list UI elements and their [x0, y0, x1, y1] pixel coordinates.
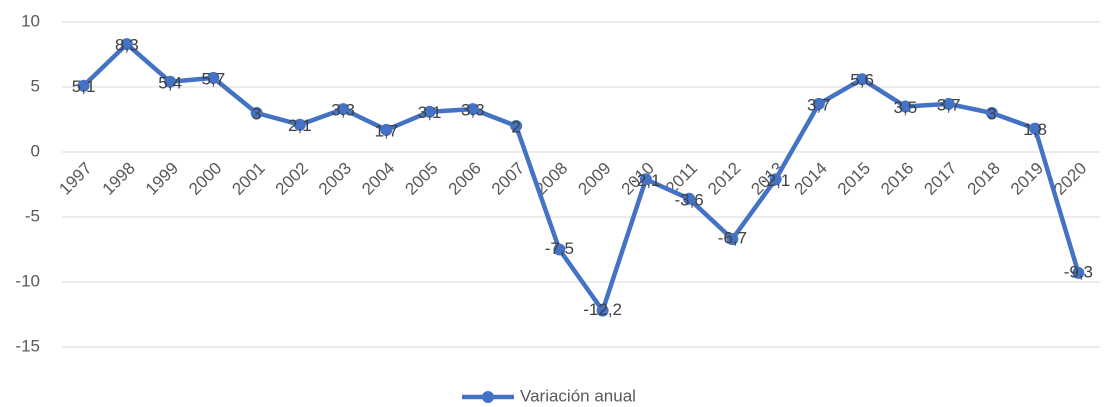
data-label: -7,5	[545, 239, 574, 258]
data-label: 3,5	[894, 98, 918, 117]
marker	[985, 107, 998, 119]
x-tick-label: 2005	[401, 159, 441, 199]
marker	[639, 173, 652, 186]
marker	[250, 107, 263, 119]
marker	[942, 97, 955, 110]
y-tick-label: 10	[21, 11, 40, 30]
data-label: 3	[252, 104, 261, 123]
data-label: 3,7	[807, 95, 831, 114]
x-tick-label: 2017	[920, 159, 960, 199]
marker	[164, 75, 177, 88]
x-tick-label: 1997	[55, 159, 95, 199]
data-label: 3,3	[461, 101, 485, 120]
marker	[856, 73, 869, 86]
data-label: -2,1	[631, 171, 660, 190]
data-label: 5,4	[158, 73, 182, 92]
marker	[812, 97, 825, 110]
marker	[337, 103, 350, 116]
marker	[553, 243, 566, 256]
x-tick-label: 2012	[704, 159, 744, 199]
y-tick-label: 5	[31, 76, 40, 95]
x-tick-label: 2002	[272, 159, 312, 199]
marker	[596, 304, 609, 317]
x-tick-label: 2016	[877, 159, 917, 199]
marker	[510, 120, 523, 132]
data-label: -9,3	[1064, 262, 1093, 281]
legend-label: Variación anual	[520, 386, 636, 405]
y-tick-label: -5	[25, 206, 40, 225]
data-label: -12,2	[583, 300, 622, 319]
x-tick-label: 2009	[574, 159, 614, 199]
line	[82, 41, 1081, 313]
data-label: -3,6	[674, 190, 703, 209]
x-tick-label: 2018	[964, 159, 1004, 199]
marker	[726, 233, 739, 246]
marker	[1029, 122, 1042, 135]
x-tick-label: 2014	[791, 159, 831, 199]
marker	[207, 71, 220, 84]
y-tick-label: -10	[15, 271, 40, 290]
marker	[380, 123, 393, 136]
marker	[466, 103, 479, 116]
data-label: 3,3	[331, 101, 355, 120]
data-label: 1,8	[1023, 120, 1047, 139]
data-label: -2,1	[761, 171, 790, 190]
x-tick-label: 2015	[834, 159, 874, 199]
marker	[120, 38, 133, 51]
x-tick-label: 2006	[445, 159, 485, 199]
marker	[769, 173, 782, 186]
data-label: 1,7	[375, 121, 399, 140]
x-tick-label: 1999	[142, 159, 182, 199]
data-label: 3,1	[418, 103, 442, 122]
marker	[683, 192, 696, 205]
marker	[293, 118, 306, 131]
x-tick-label: 2004	[358, 159, 398, 199]
x-tick-label: 1998	[99, 159, 139, 199]
y-tick-label: 0	[31, 141, 40, 160]
x-tick-label: 2003	[315, 159, 355, 199]
data-label: 5,6	[850, 71, 874, 90]
y-tick-label: -15	[15, 336, 40, 355]
data-label: 2	[511, 117, 520, 136]
x-tick-label: 2000	[185, 159, 225, 199]
marker	[1072, 266, 1085, 279]
legend-marker	[482, 391, 494, 403]
marker	[77, 79, 90, 92]
marker	[423, 105, 436, 118]
data-label: -6,7	[718, 229, 747, 248]
data-label: 8,3	[115, 36, 139, 55]
data-label: 5,7	[202, 69, 226, 88]
data-label: 3	[987, 104, 996, 123]
x-tick-label: 2007	[488, 159, 528, 199]
x-tick-label: 2001	[228, 159, 268, 199]
data-label: 2,1	[288, 116, 312, 135]
data-label: 3,7	[937, 95, 961, 114]
data-label: 5,1	[72, 77, 96, 96]
x-tick-label: 2019	[1007, 159, 1047, 199]
marker	[899, 100, 912, 113]
